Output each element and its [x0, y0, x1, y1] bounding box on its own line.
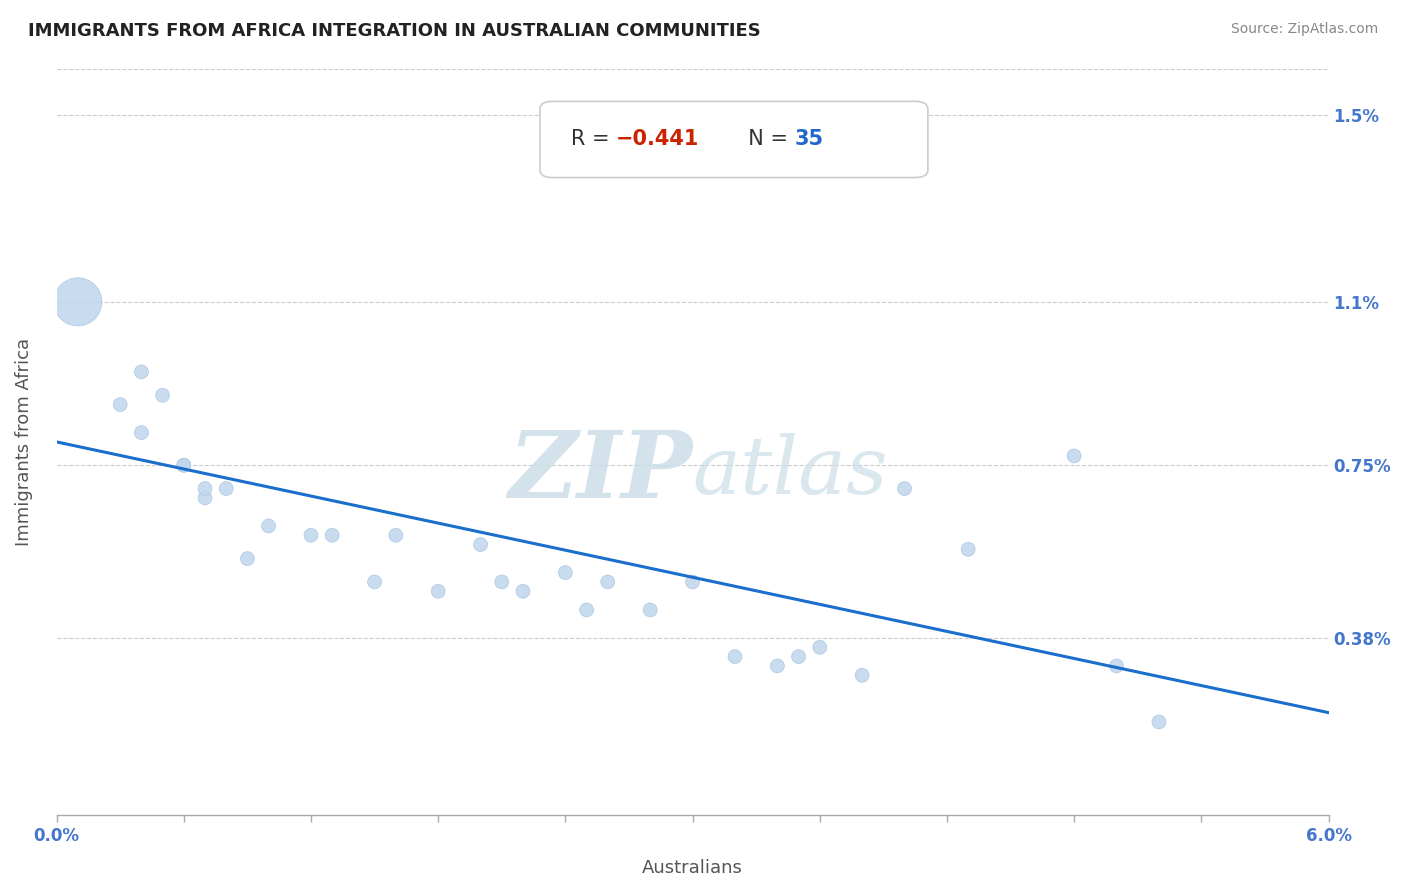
Point — [682, 574, 704, 589]
Text: Source: ZipAtlas.com: Source: ZipAtlas.com — [1230, 22, 1378, 37]
Point — [893, 482, 915, 496]
Point — [957, 542, 980, 557]
Point — [173, 458, 195, 473]
Point — [575, 603, 598, 617]
Point — [1063, 449, 1085, 463]
Point — [596, 574, 619, 589]
Point — [108, 398, 131, 412]
Point — [1147, 714, 1170, 729]
Point — [299, 528, 322, 542]
Text: R =: R = — [571, 129, 616, 150]
Point — [638, 603, 661, 617]
Text: atlas: atlas — [693, 433, 889, 510]
Point — [152, 388, 174, 402]
Text: 35: 35 — [794, 129, 824, 150]
Text: −0.441: −0.441 — [616, 129, 700, 150]
Point — [851, 668, 873, 682]
X-axis label: Australians: Australians — [643, 859, 742, 877]
Text: ZIP: ZIP — [509, 426, 693, 516]
Point — [384, 528, 406, 542]
Point — [554, 566, 576, 580]
Point — [131, 425, 153, 440]
FancyBboxPatch shape — [540, 102, 928, 178]
Point — [173, 458, 195, 473]
Point — [1105, 659, 1128, 673]
Point — [766, 659, 789, 673]
Point — [491, 574, 513, 589]
Point — [512, 584, 534, 599]
Point — [66, 294, 89, 309]
Point — [131, 365, 153, 379]
Point — [194, 491, 217, 505]
Point — [808, 640, 831, 655]
Point — [194, 482, 217, 496]
Point — [427, 584, 450, 599]
Point — [724, 649, 747, 664]
Y-axis label: Immigrants from Africa: Immigrants from Africa — [15, 338, 32, 546]
Point — [470, 538, 492, 552]
Text: N =: N = — [735, 129, 794, 150]
Point — [257, 519, 280, 533]
Text: IMMIGRANTS FROM AFRICA INTEGRATION IN AUSTRALIAN COMMUNITIES: IMMIGRANTS FROM AFRICA INTEGRATION IN AU… — [28, 22, 761, 40]
Point — [321, 528, 343, 542]
Point — [215, 482, 238, 496]
Point — [787, 649, 810, 664]
Point — [236, 551, 259, 566]
Point — [363, 574, 385, 589]
